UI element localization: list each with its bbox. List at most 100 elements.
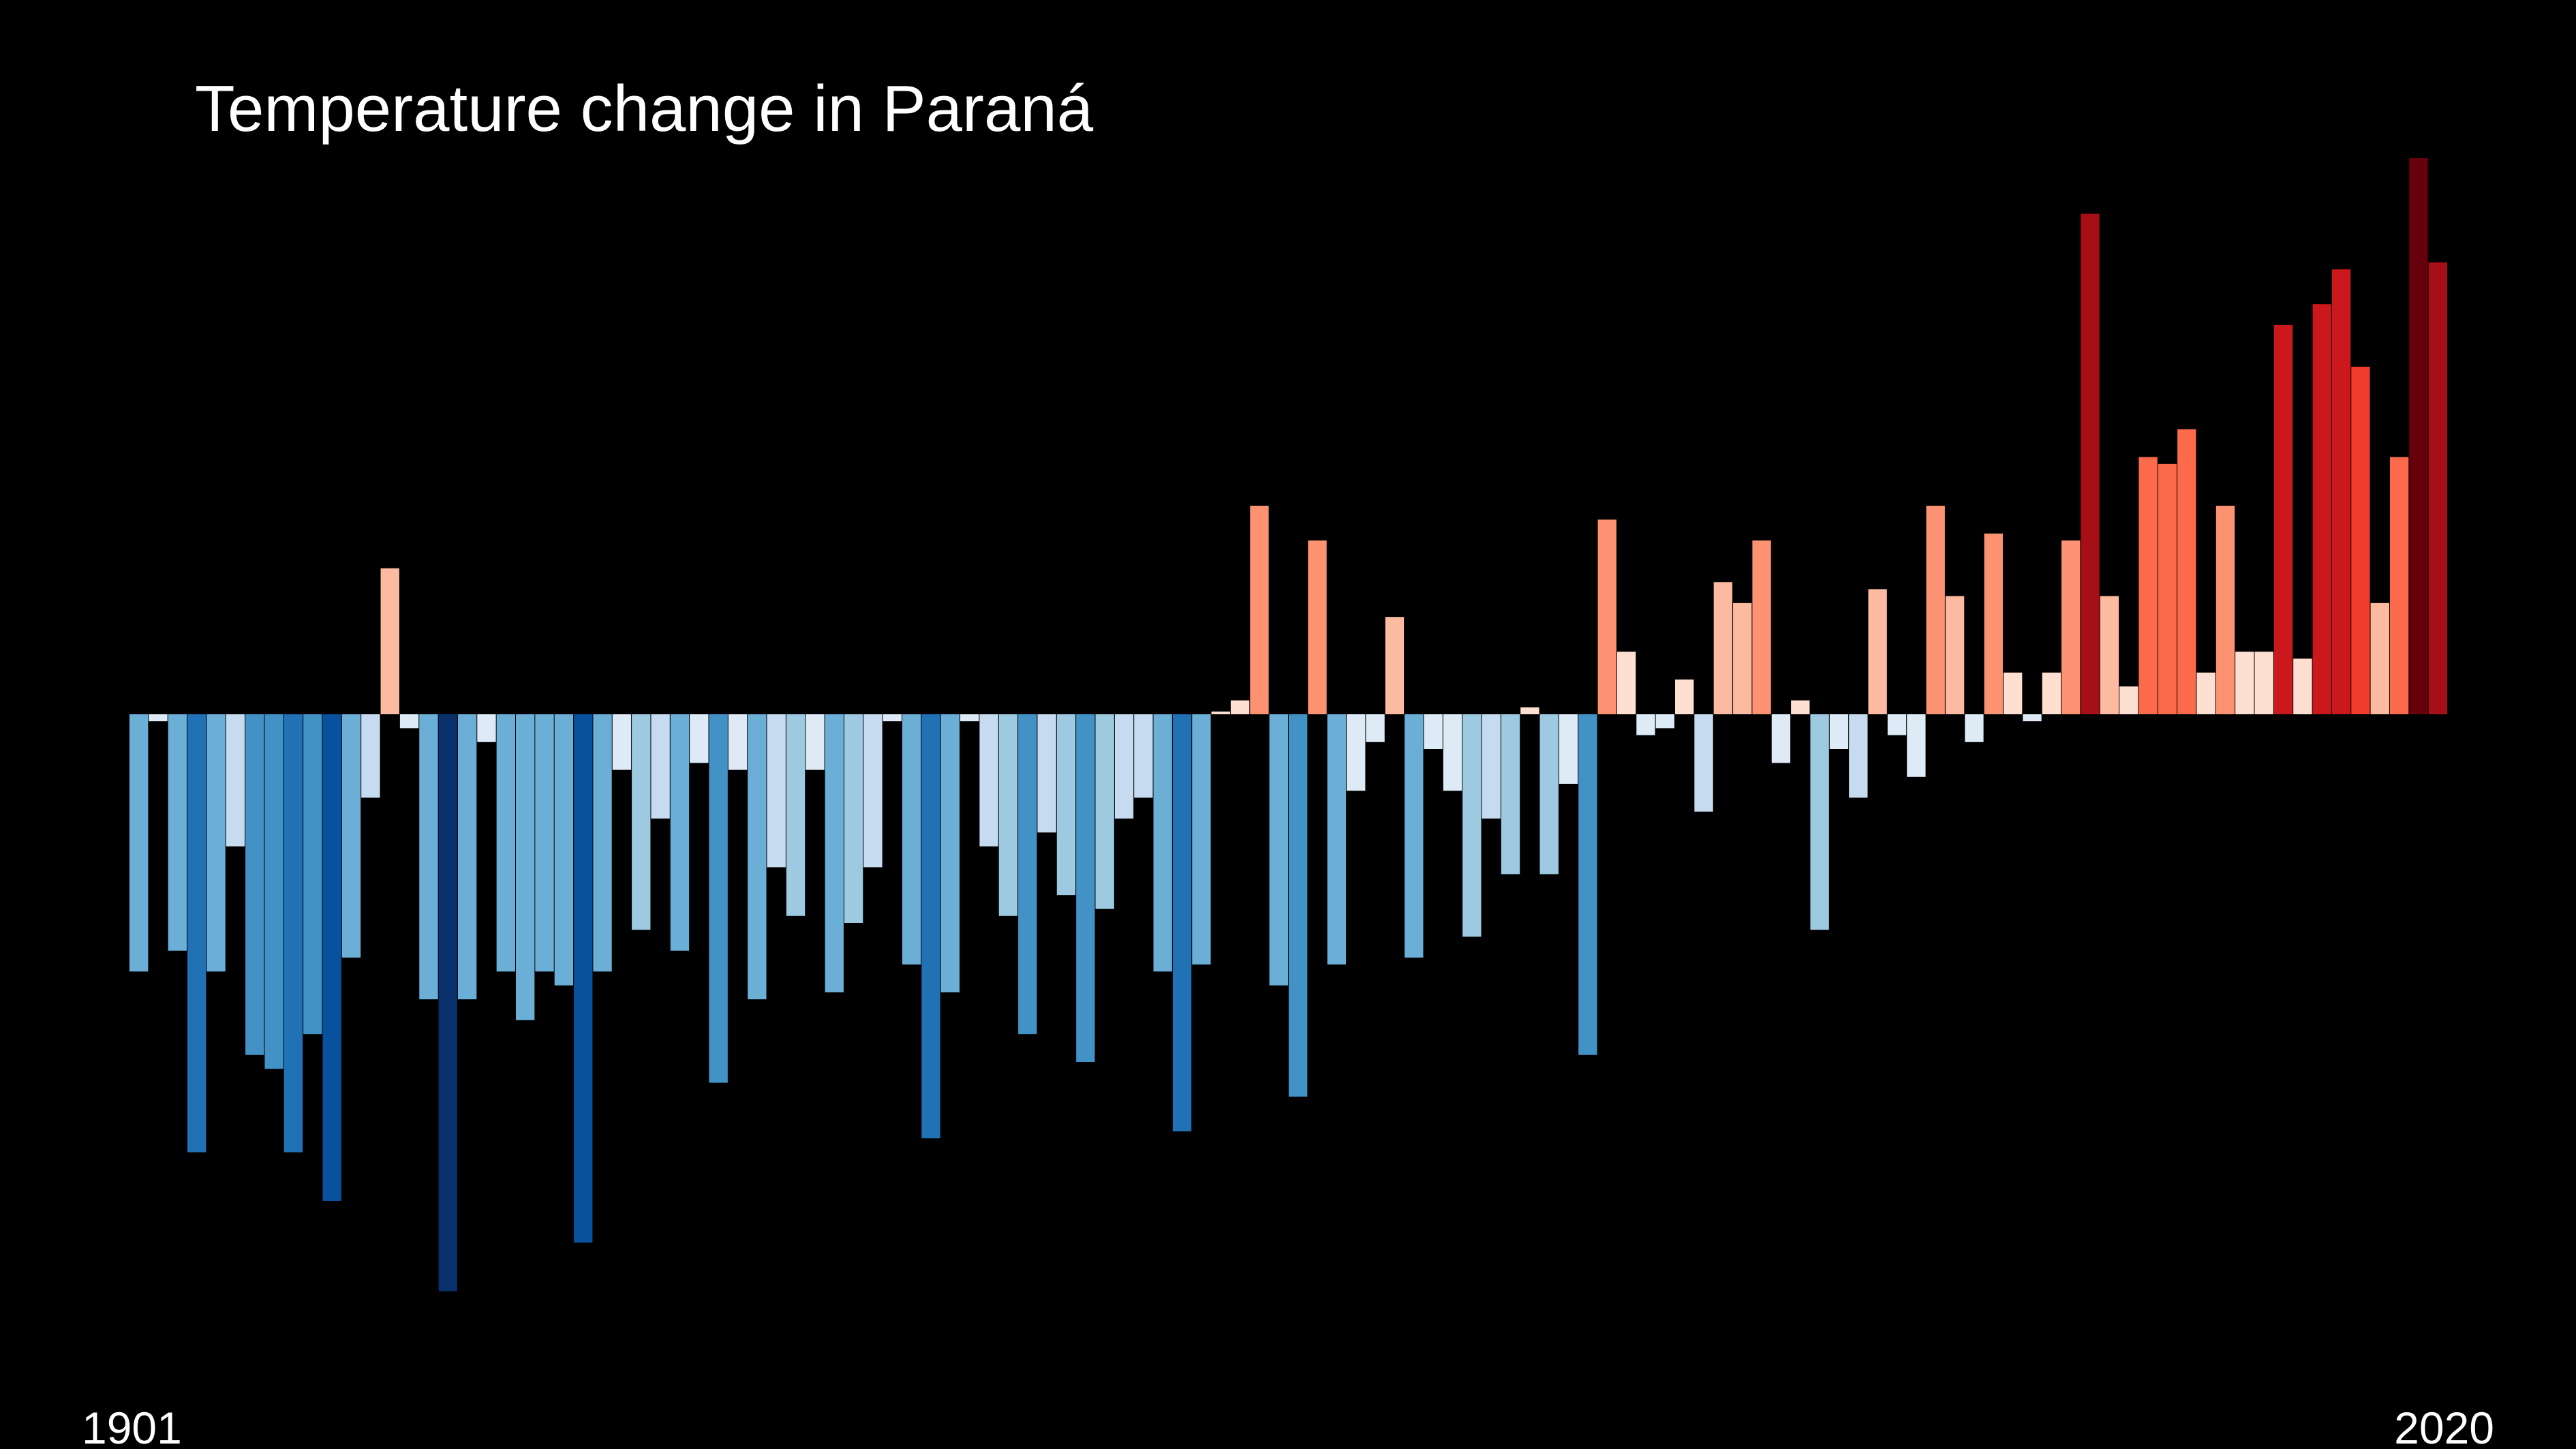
bar-1912 — [341, 714, 361, 958]
bar-1988 — [1810, 714, 1829, 930]
bar-1907 — [245, 714, 264, 1055]
bar-1929 — [670, 714, 690, 951]
bar-1976 — [1578, 714, 1597, 1055]
bar-1960 — [1269, 714, 1288, 986]
bar-2002 — [2081, 213, 2100, 715]
bar-1969 — [1443, 714, 1462, 791]
bar-1994 — [1926, 506, 1945, 714]
bar-2004 — [2119, 686, 2138, 714]
bar-2006 — [2158, 463, 2177, 714]
bar-1982 — [1694, 714, 1713, 812]
bar-1998 — [2003, 672, 2023, 714]
bar-1917 — [438, 714, 457, 1292]
bar-1950 — [1076, 714, 1095, 1062]
bar-1949 — [1056, 714, 1076, 896]
bar-1945 — [979, 714, 998, 846]
bar-2013 — [2293, 658, 2312, 714]
bar-1904 — [187, 714, 206, 1153]
bar-1943 — [940, 714, 960, 992]
bar-1923 — [554, 714, 574, 986]
bar-1962 — [1308, 540, 1327, 714]
bar-1946 — [998, 714, 1018, 916]
bar-1975 — [1559, 714, 1578, 784]
bar-1965 — [1366, 714, 1385, 742]
bar-1922 — [535, 714, 554, 972]
bar-1920 — [496, 714, 515, 972]
bar-1921 — [516, 714, 535, 1020]
bar-1954 — [1153, 714, 1172, 972]
bar-1996 — [1965, 714, 1984, 742]
bar-2012 — [2273, 324, 2293, 714]
bar-1918 — [457, 714, 477, 1000]
bar-1915 — [399, 714, 419, 729]
bar-2005 — [2138, 457, 2158, 714]
bar-1977 — [1597, 519, 1616, 714]
bar-1940 — [883, 714, 902, 722]
bar-1910 — [303, 714, 322, 1035]
bar-1937 — [825, 714, 844, 992]
bar-1914 — [380, 568, 399, 714]
bar-1984 — [1733, 603, 1752, 714]
bar-1983 — [1713, 582, 1733, 714]
bar-2000 — [2042, 672, 2061, 714]
bar-1999 — [2023, 714, 2042, 722]
bar-1926 — [612, 714, 632, 770]
bar-2016 — [2351, 367, 2370, 714]
chart-title: Temperature change in Paraná — [195, 72, 1094, 145]
bar-1970 — [1462, 714, 1482, 937]
bar-1936 — [806, 714, 825, 770]
bar-1979 — [1636, 714, 1655, 735]
bar-1924 — [574, 714, 593, 1243]
bar-2008 — [2196, 672, 2215, 714]
bar-1991 — [1868, 589, 1887, 714]
bar-2019 — [2409, 158, 2428, 714]
bar-1902 — [149, 714, 168, 722]
bar-1963 — [1327, 714, 1347, 965]
bar-1997 — [1984, 533, 2003, 714]
bar-2011 — [2254, 652, 2273, 714]
bar-1938 — [844, 714, 863, 923]
bar-1908 — [264, 714, 283, 1069]
bar-1911 — [322, 714, 341, 1201]
bar-1951 — [1095, 714, 1114, 909]
bar-1919 — [477, 714, 496, 742]
bar-1957 — [1211, 712, 1230, 714]
bar-1985 — [1752, 540, 1771, 714]
bar-1933 — [748, 714, 767, 1000]
bar-1992 — [1887, 714, 1907, 735]
bar-1925 — [593, 714, 612, 972]
bar-1942 — [921, 714, 940, 1139]
bar-1971 — [1482, 714, 1501, 819]
bar-1939 — [863, 714, 883, 868]
bar-1931 — [709, 714, 728, 1083]
bar-1916 — [419, 714, 438, 1000]
bar-1944 — [960, 714, 979, 722]
bar-1990 — [1849, 714, 1868, 798]
bar-2003 — [2100, 596, 2119, 714]
bar-2001 — [2061, 540, 2081, 714]
bar-1959 — [1250, 506, 1269, 714]
bar-2017 — [2370, 603, 2389, 714]
bar-1913 — [361, 714, 380, 798]
bar-1964 — [1347, 714, 1366, 791]
bar-1934 — [767, 714, 786, 868]
bar-1947 — [1018, 714, 1037, 1035]
bar-2007 — [2177, 429, 2196, 714]
bar-2014 — [2312, 304, 2331, 714]
bar-1981 — [1675, 680, 1694, 714]
bar-group — [129, 158, 2447, 1292]
bar-1956 — [1192, 714, 1211, 965]
bar-1993 — [1907, 714, 1926, 777]
bar-1987 — [1791, 700, 1810, 714]
bar-1968 — [1424, 714, 1443, 749]
bar-1927 — [632, 714, 651, 930]
bar-1953 — [1134, 714, 1153, 798]
bar-1948 — [1037, 714, 1056, 833]
end-year-label: 2020 — [2394, 1403, 2494, 1449]
bar-1966 — [1385, 617, 1405, 714]
bar-1972 — [1501, 714, 1520, 874]
bar-1980 — [1655, 714, 1674, 729]
bar-2015 — [2331, 269, 2351, 714]
bar-1935 — [786, 714, 806, 916]
